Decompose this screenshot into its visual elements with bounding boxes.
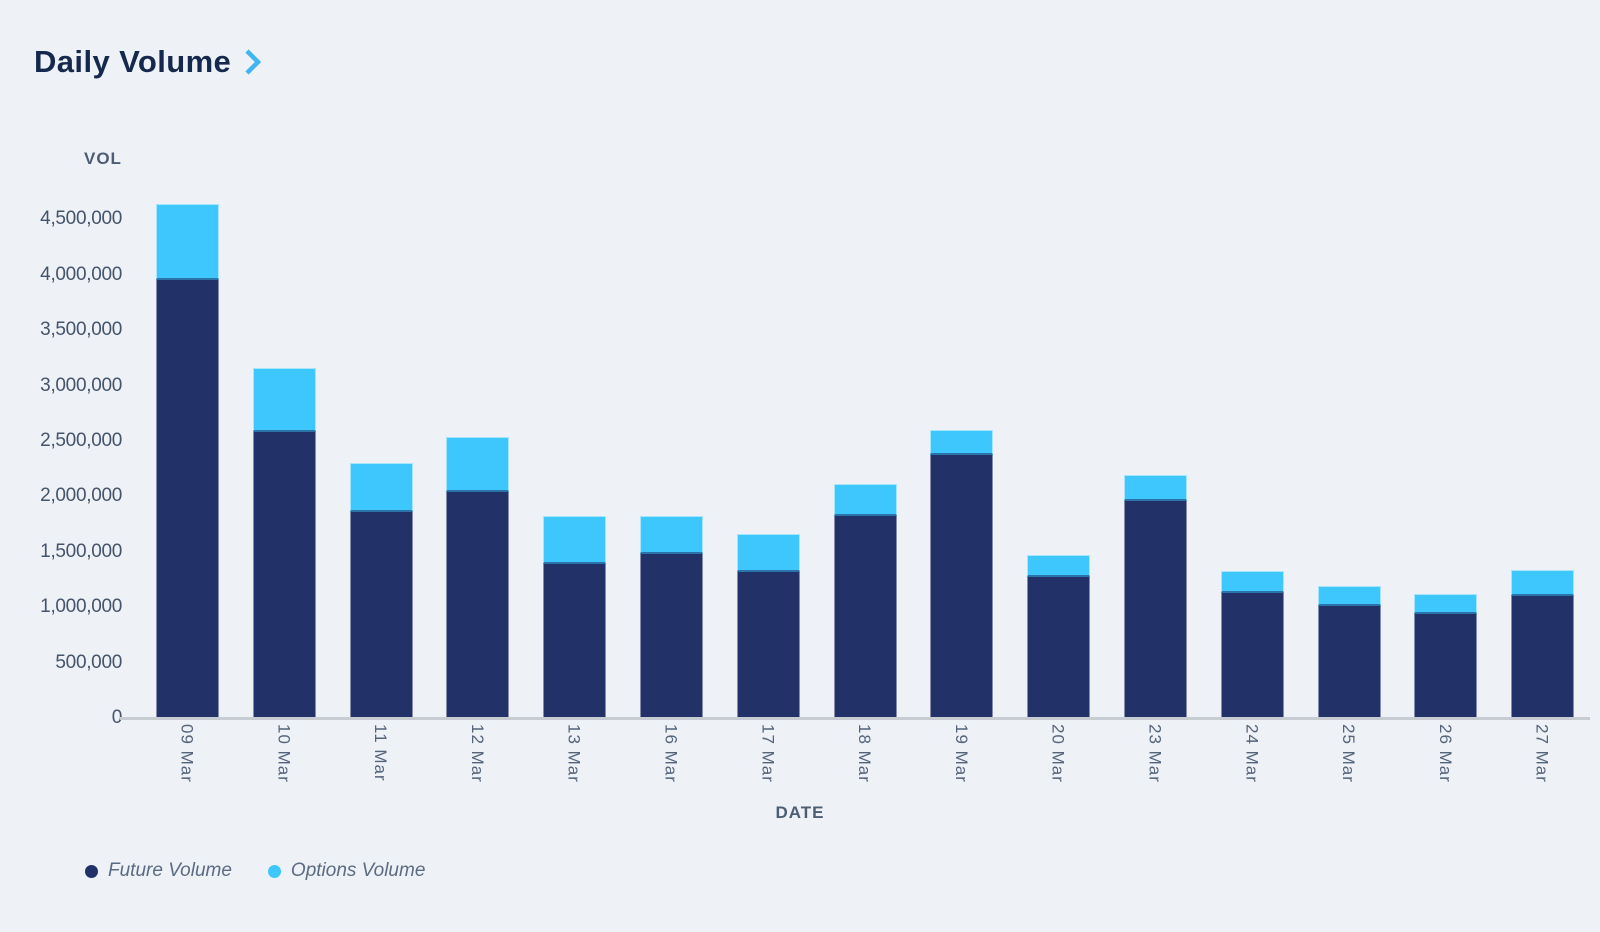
x-axis-labels: 09 Mar 10 Mar 11 Mar 12 Mar 13 Mar 16 Mar 17 M… (0, 724, 1600, 804)
options-volume-segment[interactable] (736, 534, 800, 572)
y-axis-tick-label: 3,500,000 (40, 319, 122, 341)
x-axis-tick-label: 20 Mar (1048, 724, 1068, 783)
y-axis-tick-label: 2,000,000 (40, 485, 122, 507)
future-volume-segment[interactable] (1124, 500, 1187, 718)
bar-18-mar[interactable] (833, 484, 897, 718)
bar-17-mar[interactable] (736, 534, 800, 718)
options-volume-segment[interactable] (1027, 555, 1091, 578)
future-volume-segment[interactable] (543, 563, 607, 718)
future-volume-segment[interactable] (930, 455, 994, 718)
y-axis-tick-label: 500,000 (55, 651, 122, 673)
page-title: Daily Volume (34, 44, 232, 79)
legend: Future Volume Options Volume (85, 860, 425, 882)
legend-label: Future Volume (108, 860, 232, 881)
y-axis-tick-label: 3,000,000 (40, 374, 122, 396)
options-volume-segment[interactable] (1317, 586, 1381, 607)
future-volume-dot-icon (85, 864, 98, 878)
future-volume-segment[interactable] (1027, 577, 1091, 718)
bar-23-mar[interactable] (1124, 475, 1187, 718)
future-volume-segment[interactable] (1220, 592, 1284, 718)
bar-09-mar[interactable] (156, 203, 219, 718)
future-volume-segment[interactable] (1414, 613, 1478, 718)
options-volume-segment[interactable] (1511, 569, 1575, 597)
legend-item-options-volume[interactable]: Options Volume (267, 860, 426, 882)
x-axis-tick-label: 26 Mar (1435, 724, 1455, 783)
future-volume-segment[interactable] (736, 571, 800, 718)
bar-11-mar[interactable] (349, 463, 413, 718)
chevron-right-icon[interactable] (243, 46, 262, 78)
y-axis-tick-label: 4,000,000 (40, 263, 122, 285)
x-axis-tick-label: 24 Mar (1242, 724, 1262, 783)
y-axis-tick-label: 1,500,000 (40, 540, 122, 562)
x-axis-title: DATE (775, 803, 825, 822)
options-volume-segment[interactable] (156, 203, 219, 281)
options-volume-segment[interactable] (446, 436, 510, 492)
future-volume-segment[interactable] (833, 516, 897, 718)
future-volume-segment[interactable] (640, 554, 703, 718)
y-axis-tick-label: 2,500,000 (40, 430, 122, 451)
future-volume-segment[interactable] (1511, 596, 1575, 718)
y-axis-tick-label: 0 (111, 707, 123, 728)
x-axis-tick-label: 11 Mar (371, 724, 391, 782)
future-volume-segment[interactable] (1317, 606, 1381, 718)
y-axis-tick-label: 1,000,000 (40, 596, 122, 618)
legend-label: Options Volume (290, 860, 426, 881)
bar-13-mar[interactable] (543, 516, 607, 718)
options-volume-segment[interactable] (252, 367, 316, 433)
x-axis-tick-label: 23 Mar (1145, 724, 1165, 783)
future-volume-segment[interactable] (156, 280, 219, 718)
options-volume-segment[interactable] (1124, 475, 1187, 501)
x-axis-tick-label: 12 Mar (467, 724, 487, 783)
options-volume-segment[interactable] (543, 516, 607, 564)
x-axis-tick-label: 16 Mar (661, 724, 681, 783)
legend-item-future-volume[interactable]: Future Volume (85, 860, 232, 882)
bar-20-mar[interactable] (1027, 555, 1091, 718)
bar-24-mar[interactable] (1220, 570, 1284, 718)
bar-26-mar[interactable] (1414, 593, 1478, 718)
y-axis-tick-label: 4,500,000 (40, 208, 122, 230)
x-axis-tick-label: 10 Mar (274, 724, 294, 783)
options-volume-segment[interactable] (833, 484, 897, 517)
y-axis-title: VOL (84, 149, 122, 168)
x-axis-tick-label: 19 Mar (951, 724, 971, 783)
x-axis-tick-label: 18 Mar (855, 724, 875, 783)
bar-25-mar[interactable] (1317, 586, 1381, 718)
options-volume-segment[interactable] (1220, 570, 1284, 593)
widget-header: Daily Volume (34, 44, 262, 80)
options-volume-segment[interactable] (1414, 593, 1478, 614)
x-axis-tick-label: 13 Mar (564, 724, 584, 783)
options-volume-segment[interactable] (930, 429, 994, 456)
x-axis-tick-label: 09 Mar (177, 724, 197, 783)
chart-plot-area: 0 500,000 1,000,000 1,500,000 2,000,000 2,500… (0, 152, 1600, 728)
bar-12-mar[interactable] (446, 436, 510, 718)
bar-16-mar[interactable] (640, 516, 703, 718)
future-volume-segment[interactable] (349, 511, 413, 718)
future-volume-segment[interactable] (252, 432, 316, 718)
options-volume-segment[interactable] (349, 463, 413, 512)
x-axis-tick-label: 27 Mar (1532, 724, 1552, 783)
bar-27-mar[interactable] (1511, 569, 1575, 718)
bar-19-mar[interactable] (930, 429, 994, 718)
bar-10-mar[interactable] (252, 367, 316, 718)
x-axis-line (120, 717, 1590, 720)
x-axis-tick-label: 17 Mar (758, 724, 778, 783)
future-volume-segment[interactable] (446, 491, 510, 718)
options-volume-dot-icon (267, 864, 281, 878)
options-volume-segment[interactable] (640, 516, 703, 555)
x-axis-tick-label: 25 Mar (1339, 724, 1359, 783)
